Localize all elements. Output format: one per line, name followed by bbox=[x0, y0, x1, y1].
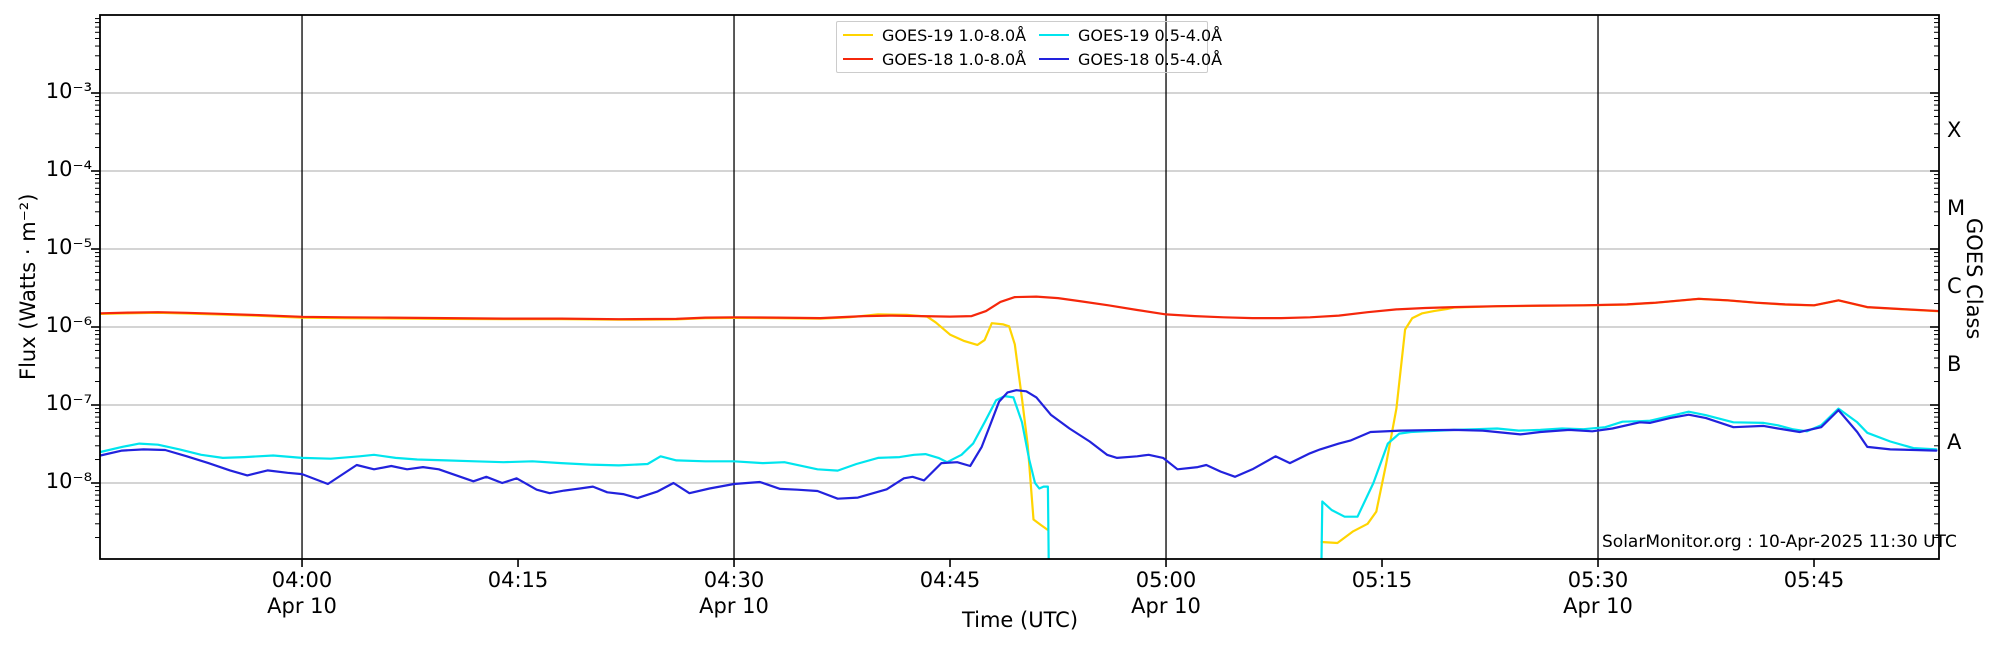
legend-label: GOES-18 1.0-8.0Å bbox=[882, 49, 1027, 69]
x-tick-label: 04:45 bbox=[919, 568, 981, 592]
x-tick-sublabel: Apr 10 bbox=[1563, 594, 1633, 619]
goes-class-label-c: C bbox=[1947, 274, 1962, 298]
legend-label: GOES-18 0.5-4.0Å bbox=[1078, 49, 1223, 69]
y-tick-label: 10⁻⁴ bbox=[45, 157, 92, 181]
x-tick-label: 05:30 Apr 10 bbox=[1563, 568, 1633, 619]
x-tick-sublabel: Apr 10 bbox=[1131, 594, 1201, 619]
goes-class-label-b: B bbox=[1947, 352, 1962, 376]
x-axis-title: Time (UTC) bbox=[961, 608, 1079, 632]
goes-class-label-a: A bbox=[1947, 430, 1962, 454]
plot-border bbox=[99, 14, 1940, 560]
goes-class-label-x: X bbox=[1947, 118, 1962, 142]
y-tick-label: 10⁻⁸ bbox=[45, 469, 92, 493]
y-tick-label: 10⁻⁵ bbox=[45, 235, 92, 259]
x-tick-label: 04:15 bbox=[487, 568, 549, 592]
y-tick-label: 10⁻⁷ bbox=[45, 391, 92, 415]
y-axis-title: Flux (Watts · m⁻²) bbox=[16, 193, 40, 381]
goes-class-label-m: M bbox=[1947, 196, 1966, 220]
y-tick-label: 10⁻³ bbox=[45, 79, 92, 103]
x-tick-label: 05:00 Apr 10 bbox=[1131, 568, 1201, 619]
x-tick-label: 04:30 Apr 10 bbox=[699, 568, 769, 619]
x-tick-label: 04:00 Apr 10 bbox=[267, 568, 337, 619]
legend: GOES-19 1.0-8.0Å GOES-19 0.5-4.0Å GOES-18 … bbox=[836, 21, 1222, 73]
x-tick-label: 05:15 bbox=[1351, 568, 1413, 592]
legend-entry: GOES-19 0.5-4.0Å bbox=[1039, 26, 1222, 45]
legend-line-swatch bbox=[1039, 34, 1069, 36]
legend-line-swatch bbox=[843, 58, 873, 60]
right-axis-title: GOES Class bbox=[1962, 218, 1986, 340]
series-goes-18-0-5-4-0a bbox=[100, 389, 1938, 500]
y-tick-label: 10⁻⁶ bbox=[45, 313, 92, 337]
legend-entry: GOES-19 1.0-8.0Å bbox=[843, 26, 1039, 45]
legend-line-swatch bbox=[1039, 58, 1069, 60]
series-goes-18-1-0-8-0a bbox=[100, 295, 1939, 321]
x-tick-sublabel: Apr 10 bbox=[267, 594, 337, 619]
legend-line-swatch bbox=[843, 34, 873, 36]
x-tick-label: 05:45 bbox=[1783, 568, 1845, 592]
legend-label: GOES-19 0.5-4.0Å bbox=[1078, 25, 1223, 45]
series-goes-19-1-0-8-0a bbox=[100, 311, 1049, 532]
legend-entry: GOES-18 1.0-8.0Å bbox=[843, 50, 1039, 69]
x-tick-sublabel: Apr 10 bbox=[699, 594, 769, 619]
attribution-text: SolarMonitor.org : 10-Apr-2025 11:30 UTC bbox=[1602, 532, 1957, 552]
legend-entry: GOES-18 0.5-4.0Å bbox=[1039, 50, 1222, 69]
series-goes-19-0-5-4-0a bbox=[1320, 407, 1938, 559]
legend-label: GOES-19 1.0-8.0Å bbox=[882, 25, 1027, 45]
